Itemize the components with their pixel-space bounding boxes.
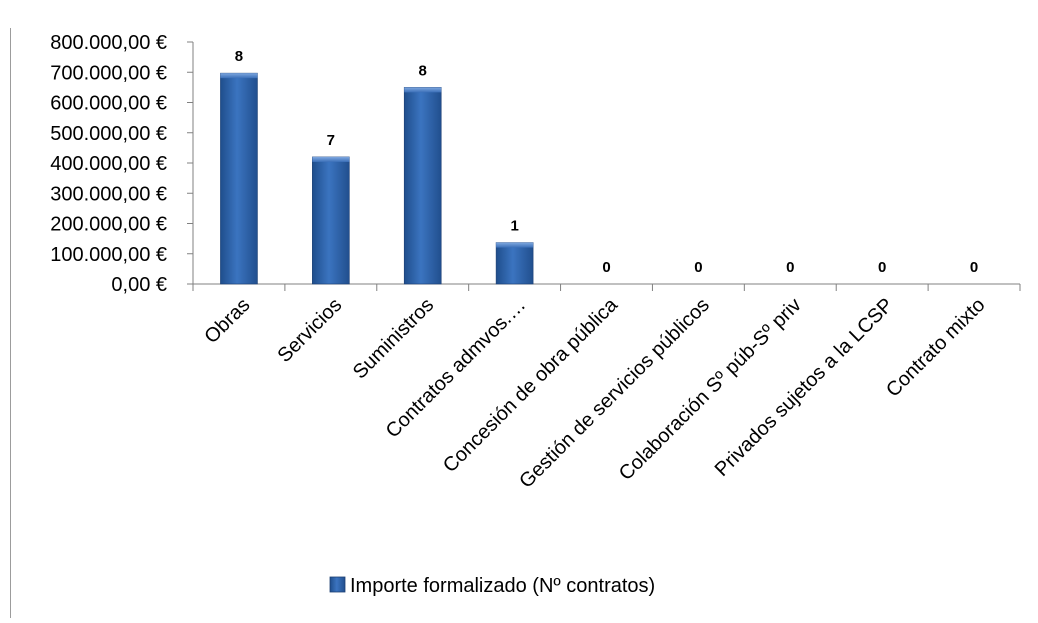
x-tick-label: Concesión de obra pública (439, 293, 623, 477)
bar (220, 72, 258, 285)
y-tick-label: 200.000,00 € (50, 214, 167, 236)
y-tick-label: 600.000,00 € (50, 93, 167, 115)
data-label: 8 (235, 48, 243, 65)
bar-top (404, 87, 442, 93)
data-label: 8 (419, 62, 427, 79)
legend-swatch (329, 576, 346, 593)
data-label: 1 (510, 218, 518, 235)
y-tick-label: 700.000,00 € (50, 62, 167, 84)
y-tick-label: 0,00 € (111, 274, 167, 296)
y-tick-label: 300.000,00 € (50, 183, 167, 205)
data-labels: 8 7 8 1 0 0 0 0 0 (235, 48, 978, 276)
x-tick-label: Suministros (349, 294, 438, 383)
y-tick-label: 100.000,00 € (50, 244, 167, 266)
bar (495, 242, 534, 285)
bar (312, 156, 350, 285)
data-label: 0 (786, 259, 794, 276)
data-label: 0 (602, 259, 610, 276)
y-tick-label: 800.000,00 € (50, 32, 167, 54)
legend-label: Importe formalizado (Nº contratos) (350, 575, 655, 597)
data-label: 7 (327, 132, 335, 149)
data-label: 0 (878, 259, 886, 276)
bar-top (220, 73, 258, 79)
x-tick-label: Obras (200, 294, 254, 348)
x-tick-label: Servicios (273, 294, 346, 367)
y-axis: 0,00 € 100.000,00 € 200.000,00 € 300.000,00… (50, 32, 194, 296)
x-tick-label: Privados sujetos a la LCSP (711, 294, 898, 481)
x-tick-label: Contrato mixto (882, 294, 990, 402)
bar-top (312, 156, 350, 162)
x-tick-label: Gestión de servicios públicos (515, 294, 714, 493)
bar (403, 87, 442, 285)
x-tick-label: Colaboración Sº púb-Sº priv (615, 294, 806, 485)
data-label: 0 (694, 259, 702, 276)
legend: Importe formalizado (Nº contratos) (329, 575, 655, 597)
bar-top (496, 242, 534, 248)
bars (220, 72, 534, 285)
y-tick-label: 500.000,00 € (50, 123, 167, 145)
data-label: 0 (970, 259, 978, 276)
y-tick-label: 400.000,00 € (50, 153, 167, 175)
